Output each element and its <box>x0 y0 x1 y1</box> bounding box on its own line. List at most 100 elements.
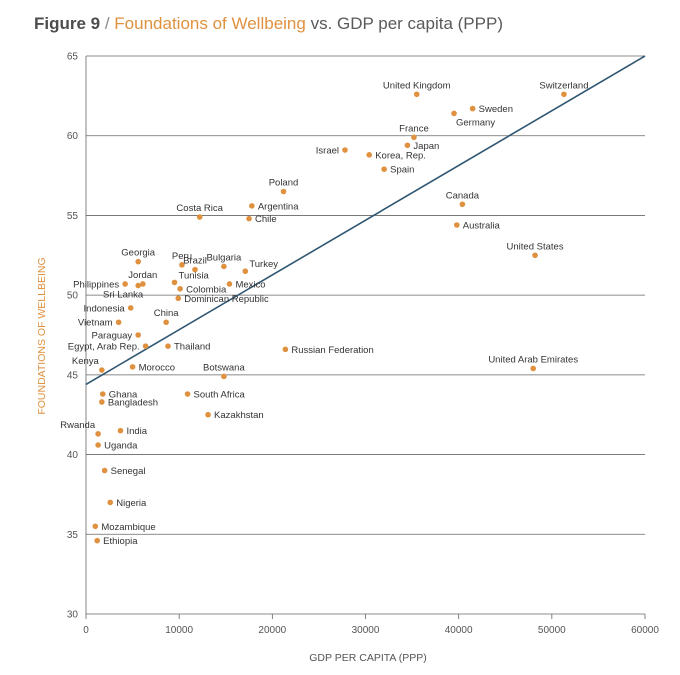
x-tick-label: 30000 <box>352 625 380 636</box>
point-label: Chile <box>255 214 277 225</box>
figure-title: Figure 9 / Foundations of Wellbeing vs. … <box>34 14 503 34</box>
title-rest: vs. GDP per capita (PPP) <box>305 14 503 33</box>
point-label: Philippines <box>73 279 119 290</box>
point-labels: United Kingdom Switzerland Sweden Germany Fr… <box>60 80 588 547</box>
data-point <box>99 367 105 373</box>
point-label: India <box>126 426 147 437</box>
point-label: Mozambique <box>101 522 155 533</box>
data-point <box>454 222 460 228</box>
point-label: South Africa <box>194 389 246 400</box>
point-label: Ethiopia <box>103 536 138 547</box>
point-label: Morocco <box>139 362 175 373</box>
point-label: Kenya <box>72 356 100 367</box>
data-point <box>280 188 287 195</box>
data-point <box>99 391 106 397</box>
point-label: Australia <box>463 220 501 231</box>
point-label: Costa Rica <box>176 203 223 214</box>
x-axis-label: GDP PER CAPITA (PPP) <box>309 652 426 664</box>
data-point <box>115 319 122 326</box>
point-label: Rwanda <box>60 420 96 431</box>
tick-labels: 30 35 40 45 50 55 60 65 0 10000 20000 30000 40000 500… <box>67 52 659 637</box>
data-point <box>459 201 466 208</box>
x-tick-label: 20000 <box>258 625 286 636</box>
title-separator: / <box>100 14 115 33</box>
y-tick-label: 60 <box>67 131 79 142</box>
data-point <box>221 373 227 380</box>
data-point <box>532 252 538 259</box>
data-point <box>101 467 108 474</box>
data-point <box>140 281 146 287</box>
point-label: Russian Federation <box>291 345 373 356</box>
data-point <box>530 365 536 372</box>
data-point <box>221 263 227 270</box>
data-point <box>242 268 249 275</box>
x-tick-label: 40000 <box>445 625 473 636</box>
point-label: Germany <box>456 117 495 128</box>
data-point <box>226 281 233 287</box>
point-label: Indonesia <box>84 303 126 314</box>
point-label: Bangladesh <box>108 397 158 408</box>
x-tick-label: 60000 <box>631 625 659 636</box>
data-point <box>92 523 99 530</box>
data-point <box>561 91 567 98</box>
point-label: Nigeria <box>116 498 147 509</box>
point-label: Switzerland <box>539 80 588 91</box>
point-label: Egypt, Arab Rep. <box>68 342 140 353</box>
point-label: Korea, Rep. <box>375 150 426 161</box>
data-point <box>342 147 348 153</box>
point-label: Botswana <box>203 362 245 373</box>
data-point <box>469 105 476 112</box>
data-point <box>135 282 141 289</box>
point-label: Ghana <box>109 389 138 400</box>
data-point <box>282 346 289 353</box>
data-point <box>451 110 457 117</box>
point-label: Poland <box>269 178 299 189</box>
point-label: United Kingdom <box>383 80 451 91</box>
data-point <box>95 431 101 437</box>
point-label: Japan <box>413 141 439 152</box>
data-point <box>404 142 411 149</box>
point-label: China <box>154 308 180 319</box>
point-label: Tunisia <box>179 270 210 281</box>
y-tick-label: 30 <box>67 610 79 621</box>
y-tick-label: 40 <box>67 450 79 461</box>
y-tick-label: 35 <box>67 530 79 541</box>
data-point <box>122 281 128 287</box>
data-point <box>135 332 141 338</box>
point-label: France <box>399 123 429 134</box>
data-point <box>107 499 114 506</box>
data-point <box>411 134 417 141</box>
data-point <box>205 411 211 418</box>
y-tick-label: 45 <box>67 370 79 381</box>
point-label: Israel <box>316 146 339 157</box>
point-label: Mexico <box>235 279 265 290</box>
data-point <box>192 266 198 273</box>
data-point <box>163 319 169 326</box>
point-label: Kazakhstan <box>214 410 264 421</box>
data-point <box>117 427 124 434</box>
trend-line <box>85 55 646 386</box>
y-tick-label: 65 <box>67 52 79 63</box>
data-point <box>171 279 178 286</box>
point-label: Argentina <box>258 201 299 212</box>
figure-number: Figure 9 <box>34 14 101 33</box>
point-label: United States <box>507 241 564 252</box>
x-tick-label: 10000 <box>165 625 193 636</box>
point-label: Colombia <box>186 284 227 295</box>
data-point <box>127 305 134 311</box>
data-point <box>142 343 149 349</box>
point-label: Brazil <box>183 256 207 267</box>
data-point <box>99 399 105 405</box>
point-label: Canada <box>446 190 480 201</box>
point-label: Spain <box>390 165 414 176</box>
point-label: Jordan <box>128 270 157 281</box>
point-label: Bulgaria <box>206 252 242 263</box>
point-label: Paraguay <box>92 331 133 342</box>
point-label: Georgia <box>121 248 156 259</box>
data-point <box>413 91 420 98</box>
data-point <box>177 285 183 292</box>
point-label: Thailand <box>174 342 210 353</box>
point-label: Vietnam <box>78 318 113 329</box>
point-label: Peru <box>172 251 192 262</box>
data-point <box>184 391 191 397</box>
